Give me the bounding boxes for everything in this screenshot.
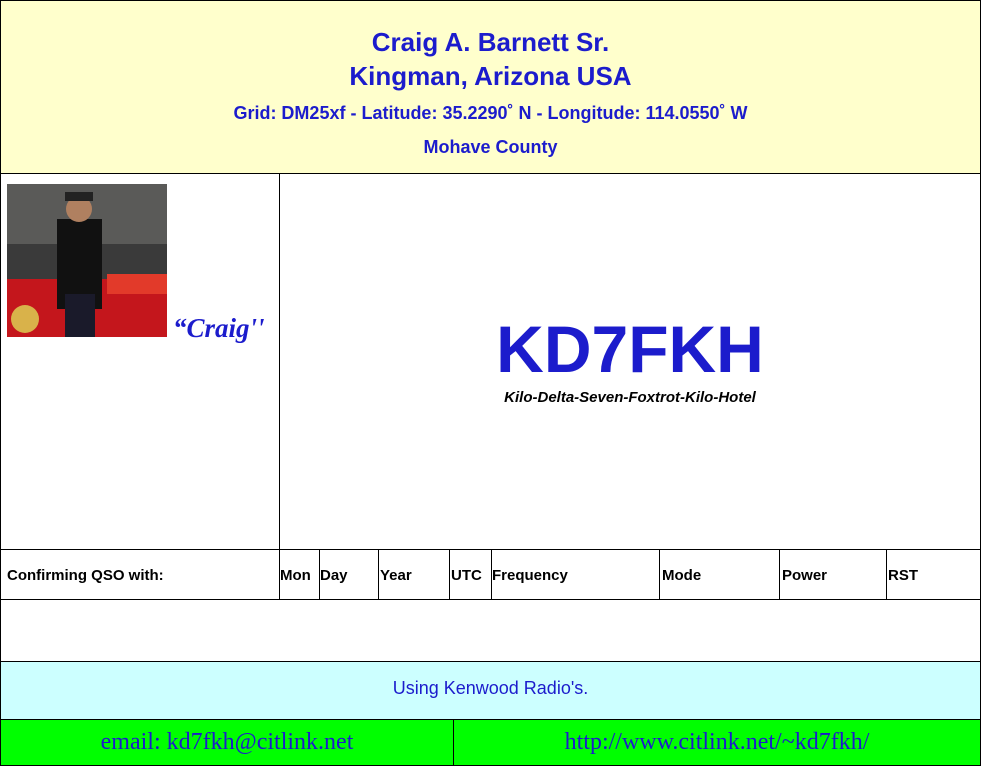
phonetic: Kilo-Delta-Seven-Foxtrot-Kilo-Hotel xyxy=(280,389,980,406)
column-header: Mon xyxy=(280,567,311,584)
column-header: UTC xyxy=(451,567,482,584)
column-header: RST xyxy=(888,567,918,584)
column-header: Frequency xyxy=(492,567,568,584)
column-header: Day xyxy=(320,567,348,584)
divider xyxy=(1,599,980,600)
divider xyxy=(886,549,887,599)
location: Kingman, Arizona USA xyxy=(1,61,980,92)
email[interactable]: email: kd7fkh@citlink.net xyxy=(1,729,453,756)
qsl-card: Craig A. Barnett Sr. Kingman, Arizona US… xyxy=(0,0,981,766)
callsign: KD7FKH xyxy=(280,309,980,389)
operator-name: Craig A. Barnett Sr. xyxy=(1,27,980,58)
divider xyxy=(659,549,660,599)
column-header: Confirming QSO with: xyxy=(7,567,164,584)
county: Mohave County xyxy=(1,137,980,158)
column-header: Year xyxy=(380,567,412,584)
website[interactable]: http://www.citlink.net/~kd7fkh/ xyxy=(454,729,980,756)
divider xyxy=(1,173,980,174)
column-header: Power xyxy=(782,567,827,584)
photo-caption: “Craig'' xyxy=(173,313,265,344)
equipment: Using Kenwood Radio's. xyxy=(1,678,980,699)
divider xyxy=(449,549,450,599)
grid-info: Grid: DM25xf - Latitude: 35.2290˚ N - Lo… xyxy=(1,103,980,124)
divider xyxy=(779,549,780,599)
column-header: Mode xyxy=(662,567,701,584)
operator-photo xyxy=(7,184,167,337)
divider xyxy=(378,549,379,599)
